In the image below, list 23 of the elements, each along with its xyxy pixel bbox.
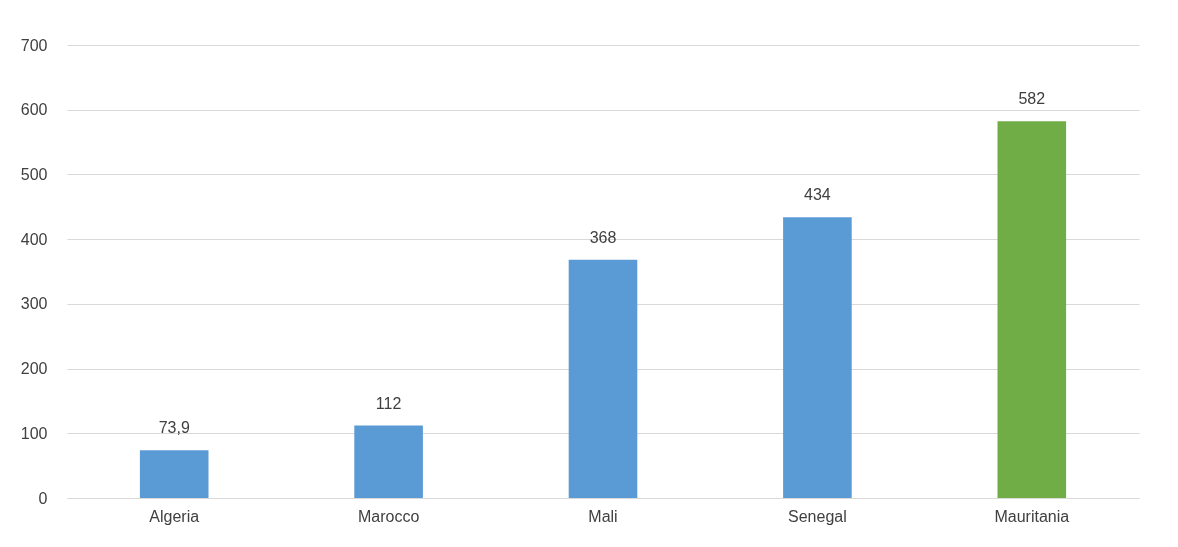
x-tick-label: Marocco — [357, 507, 420, 525]
x-tick-label: Mali — [588, 507, 618, 525]
y-tick-label: 100 — [20, 424, 48, 442]
y-tick-label: 300 — [20, 295, 48, 313]
x-tick-label: Mauritania — [994, 507, 1070, 525]
data-label: 112 — [375, 394, 402, 412]
data-label: 73,9 — [158, 419, 190, 437]
data-label: 434 — [804, 186, 831, 204]
y-tick-label: 400 — [20, 230, 48, 248]
bar — [139, 450, 209, 498]
x-tick-label: Senegal — [788, 507, 847, 525]
y-tick-label: 500 — [20, 165, 48, 183]
bar — [568, 259, 638, 498]
data-label: 368 — [589, 228, 617, 246]
y-tick-label: 0 — [38, 489, 48, 507]
data-label: 582 — [1018, 90, 1046, 108]
bar — [783, 217, 852, 498]
x-tick-label: Algeria — [149, 507, 200, 525]
y-tick-label: 200 — [20, 360, 48, 378]
y-tick-label: 600 — [20, 101, 48, 119]
y-tick-label: 700 — [20, 36, 48, 54]
bar — [997, 121, 1067, 498]
bar — [354, 425, 423, 498]
